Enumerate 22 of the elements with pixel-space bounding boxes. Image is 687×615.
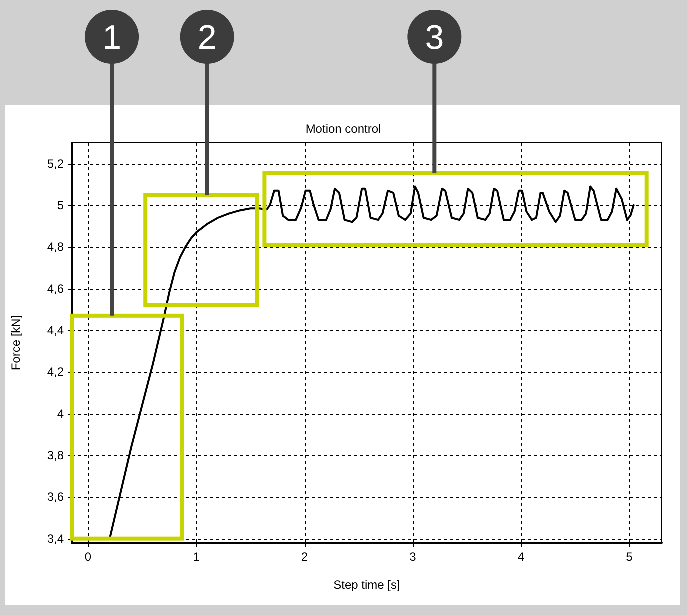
y-tick-label: 5 [57, 198, 64, 212]
y-tick-label: 4,8 [47, 240, 64, 254]
text: 2 [198, 19, 217, 57]
x-tick-label: 4 [518, 550, 525, 564]
x-tick-label: 0 [84, 550, 92, 564]
y-tick-label: 4,6 [47, 282, 64, 296]
y-tick-label: 3,4 [47, 532, 64, 546]
chart-title: Motion control [306, 122, 382, 136]
y-axis-title: Force [kN] [9, 315, 23, 371]
text: 1 [102, 19, 122, 57]
y-tick-label: 3,8 [47, 448, 64, 462]
x-tick-label: 2 [301, 550, 308, 564]
y-tick-label: 4,4 [47, 324, 64, 338]
y-tick-label: 3,6 [47, 490, 64, 504]
x-tick-label: 1 [193, 550, 200, 564]
x-axis-title: Step time [s] [334, 578, 400, 592]
y-tick-label: 5,2 [47, 156, 64, 171]
y-tick-label: 4 [57, 406, 64, 421]
text: 3 [425, 19, 444, 57]
y-tick-label: 4,2 [47, 365, 64, 380]
x-tick-label: 3 [410, 550, 417, 564]
x-tick-label: 5 [626, 550, 634, 564]
